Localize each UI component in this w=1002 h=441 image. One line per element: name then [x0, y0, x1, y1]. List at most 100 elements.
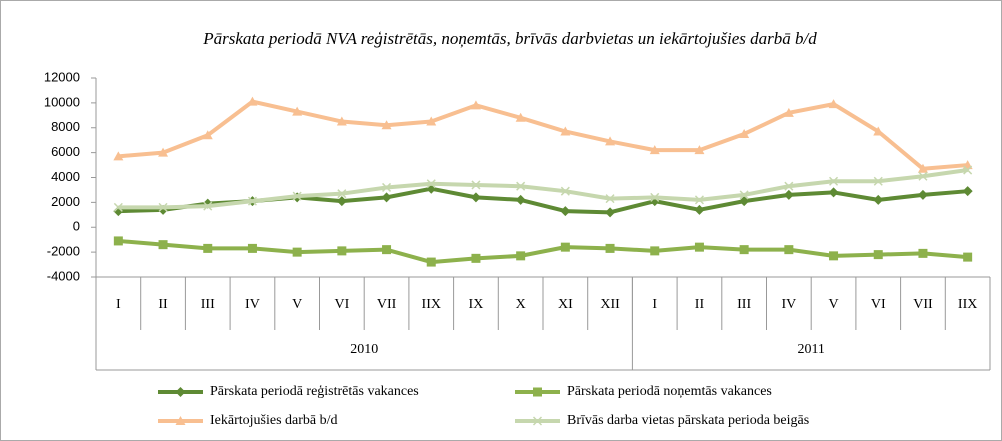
marker [426, 257, 436, 267]
marker [605, 207, 616, 218]
y-tick-label: -4000 [47, 268, 80, 283]
marker [739, 190, 749, 200]
marker [649, 145, 660, 155]
marker [292, 191, 302, 201]
marker [113, 151, 124, 161]
x-tick-label: IX [469, 297, 484, 312]
marker [739, 196, 750, 207]
marker [829, 176, 839, 186]
marker [917, 189, 928, 200]
x-tick-label: V [828, 297, 838, 312]
marker [292, 247, 302, 257]
marker [471, 253, 481, 263]
marker [962, 186, 973, 197]
marker [337, 189, 347, 199]
marker [739, 128, 750, 138]
marker [739, 245, 749, 255]
marker [560, 186, 570, 196]
series-line [118, 99, 968, 171]
marker [336, 116, 347, 126]
marker [470, 100, 481, 110]
marker [783, 189, 794, 200]
group-label: 2011 [797, 342, 824, 357]
marker [560, 206, 571, 217]
marker [426, 179, 436, 189]
marker [694, 145, 705, 155]
marker [470, 192, 481, 203]
marker [381, 120, 392, 130]
marker [247, 243, 257, 253]
marker [963, 252, 973, 262]
marker [516, 251, 526, 261]
x-tick-label: I [116, 297, 121, 312]
y-tick-label: 2000 [51, 194, 80, 209]
y-tick-label: 12000 [44, 69, 80, 84]
x-tick-label: III [201, 297, 215, 312]
marker [113, 236, 123, 246]
marker [873, 194, 884, 205]
x-tick-label: IV [781, 297, 796, 312]
marker [963, 165, 973, 175]
marker [873, 176, 883, 186]
chart-title: Pārskata periodā NVA reģistrētās, noņemt… [202, 29, 817, 48]
marker [471, 180, 481, 190]
x-tick-label: VI [334, 297, 349, 312]
marker [175, 416, 186, 425]
marker [533, 387, 542, 397]
marker [202, 130, 213, 140]
marker [560, 242, 570, 252]
marker [783, 107, 794, 117]
x-tick-label: IIX [422, 297, 441, 312]
marker [382, 182, 392, 192]
marker [918, 171, 928, 181]
marker [426, 116, 437, 126]
x-tick-label: III [737, 297, 751, 312]
group-label: 2010 [350, 342, 378, 357]
marker [650, 192, 660, 202]
marker [158, 240, 168, 250]
marker [560, 126, 571, 136]
x-tick-label: VII [377, 297, 397, 312]
marker [605, 194, 615, 204]
x-tick-label: II [695, 297, 705, 312]
marker [605, 136, 616, 146]
marker [337, 246, 347, 256]
x-tick-label: V [292, 297, 302, 312]
marker [829, 251, 839, 261]
y-tick-label: 6000 [51, 144, 80, 159]
x-tick-label: II [158, 297, 168, 312]
y-tick-label: 10000 [44, 94, 80, 109]
marker [292, 106, 303, 116]
marker [784, 181, 794, 191]
legend-label: Pārskata periodā reģistrētās vakances [210, 383, 419, 399]
marker [175, 387, 186, 397]
marker [247, 96, 258, 106]
marker [873, 126, 884, 136]
y-tick-label: 8000 [51, 119, 80, 134]
y-tick-label: -2000 [47, 244, 80, 259]
marker [336, 196, 347, 207]
marker [203, 243, 213, 253]
y-tick-label: 0 [73, 219, 80, 234]
marker [918, 248, 928, 258]
series-line [118, 238, 968, 265]
x-tick-label: VII [913, 297, 933, 312]
marker [784, 245, 794, 255]
marker [694, 242, 704, 252]
x-tick-label: IV [245, 297, 260, 312]
x-tick-label: XI [558, 297, 573, 312]
x-tick-label: VI [871, 297, 886, 312]
legend-label: Iekārtojušies darbā b/d [210, 413, 338, 428]
marker [158, 202, 168, 212]
marker [247, 196, 257, 206]
marker [113, 202, 123, 212]
legend-label: Pārskata periodā noņemtās vakances [567, 384, 772, 399]
y-tick-label: 4000 [51, 169, 80, 184]
marker [694, 195, 704, 205]
marker [917, 163, 928, 173]
x-tick-label: X [516, 297, 526, 312]
marker [828, 187, 839, 198]
marker [203, 201, 213, 211]
marker [382, 245, 392, 255]
